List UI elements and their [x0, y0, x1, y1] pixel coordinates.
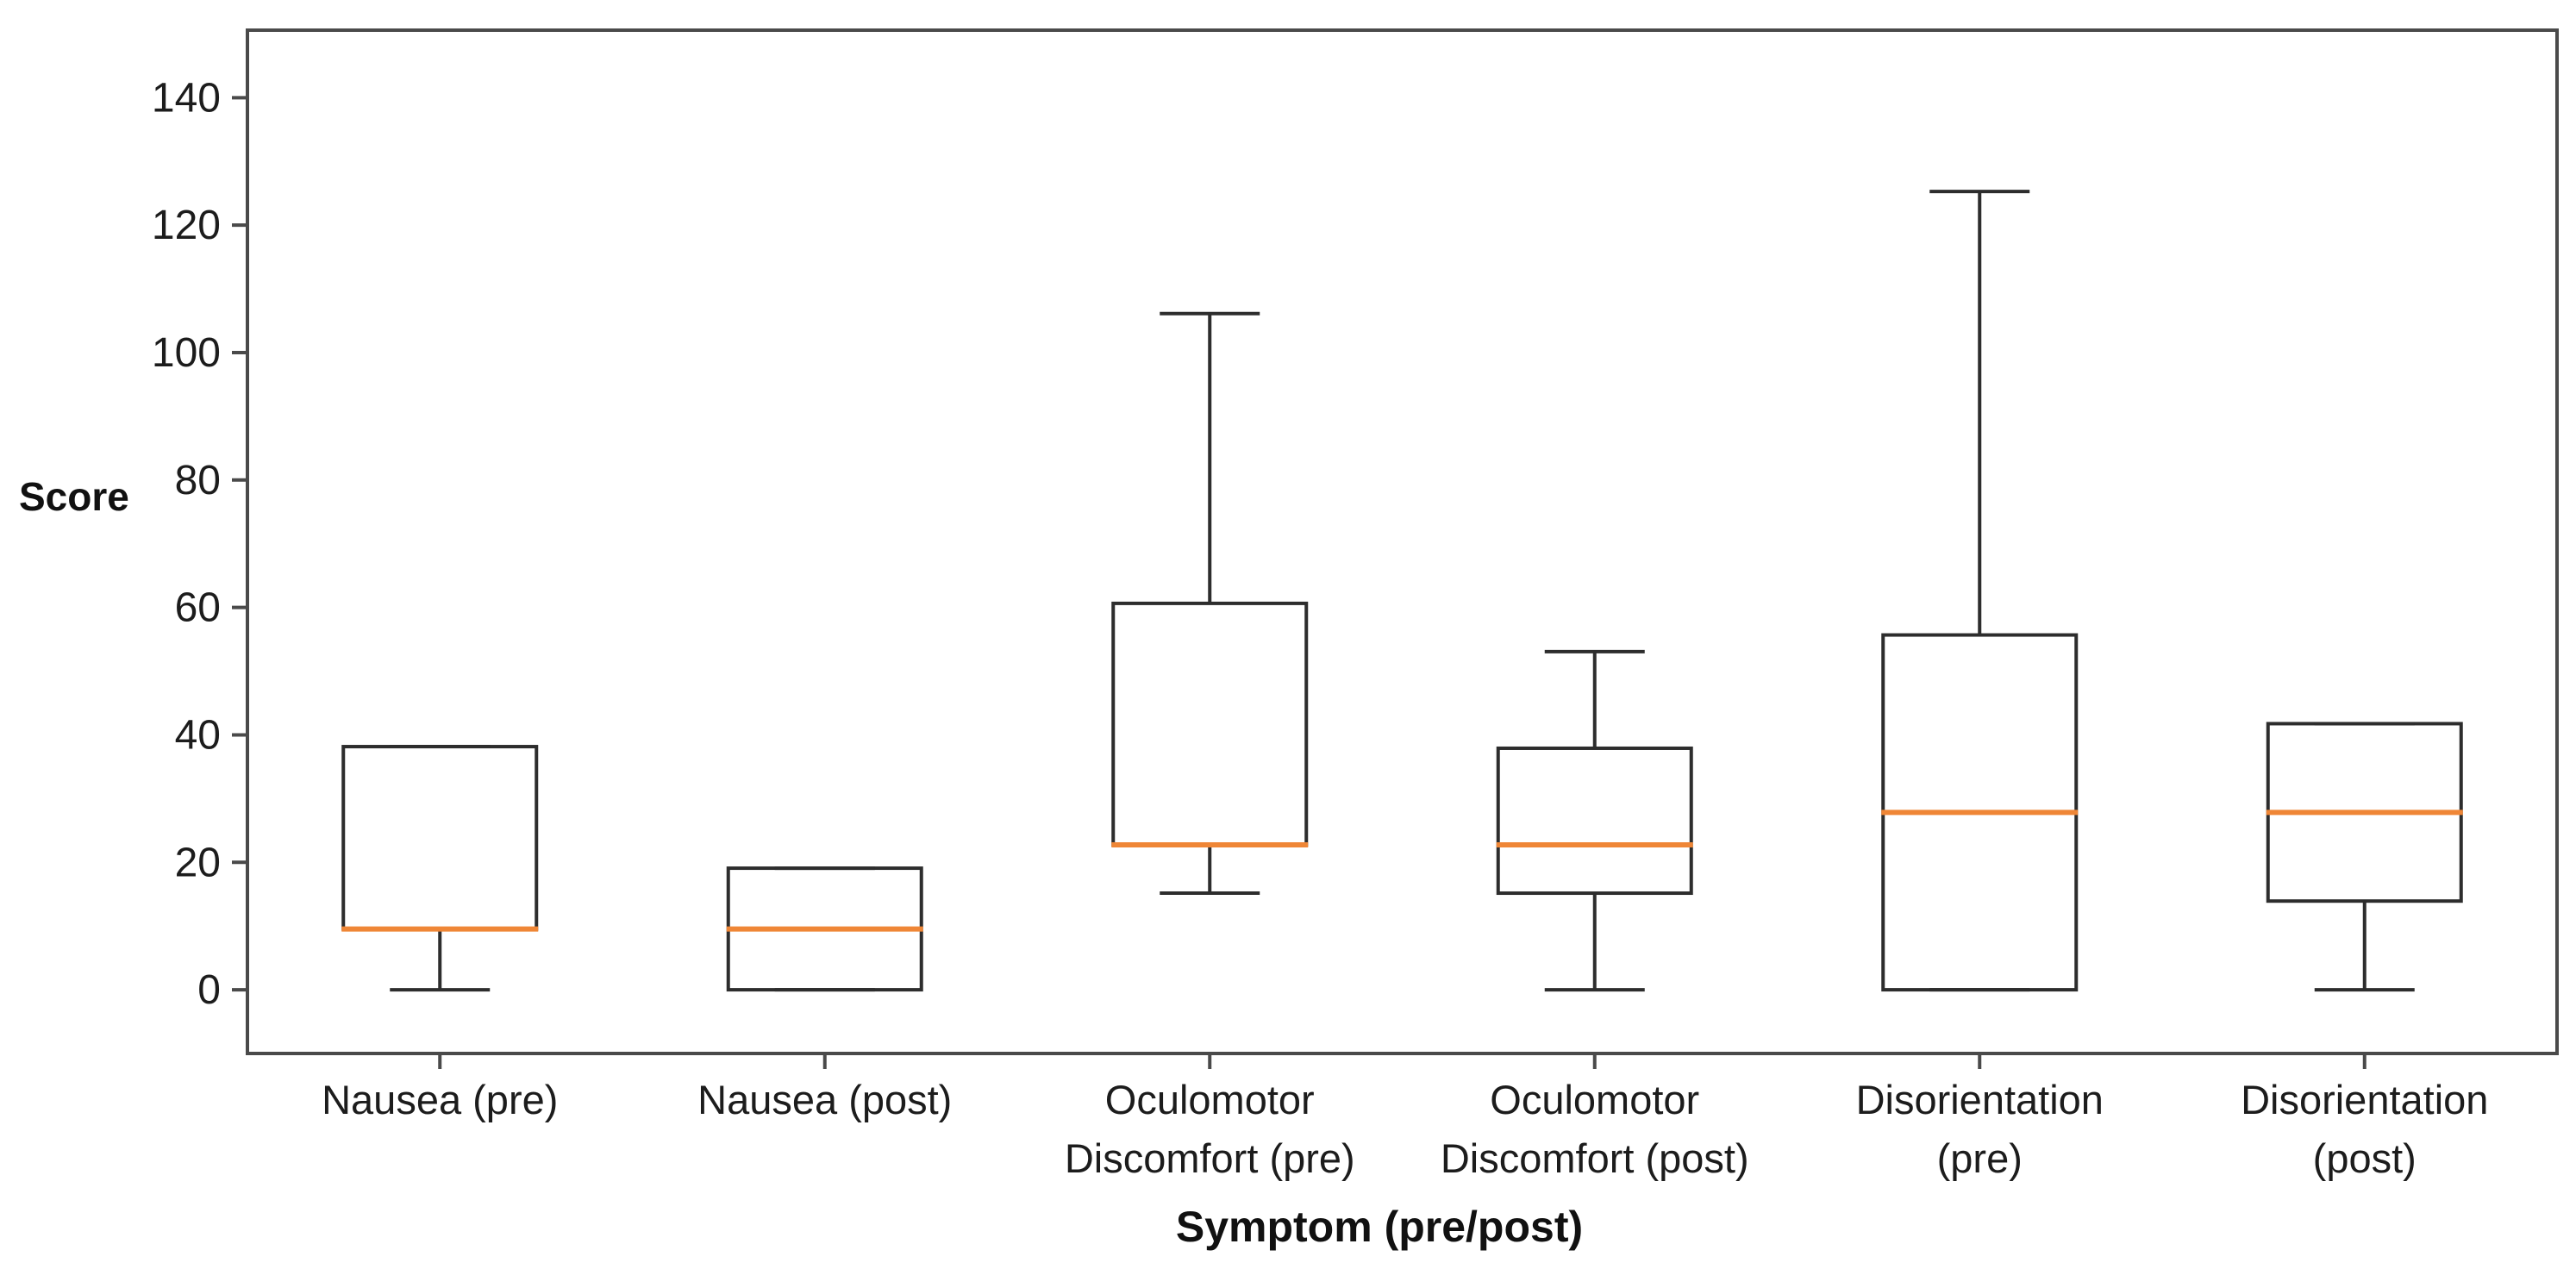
box-rect-nausea-pre — [341, 745, 539, 931]
y-tick-label-120: 120 — [152, 203, 221, 248]
boxplot-nausea-pre — [341, 745, 539, 992]
y-tick-label-140: 140 — [152, 75, 221, 121]
plot-border — [246, 28, 2559, 1055]
category-label-disorientation-post-line2: (post) — [2313, 1135, 2417, 1181]
y-tick-label-20: 20 — [175, 840, 221, 885]
category-label-disorientation-pre-line2: (pre) — [1937, 1135, 2023, 1181]
category-label-oculomotor-post-line2: Discomfort (post) — [1441, 1135, 1749, 1181]
x-axis-title: Symptom (pre/post) — [1175, 1203, 1584, 1251]
box-rect-oculomotor-post — [1496, 746, 1693, 896]
y-tick-label-80: 80 — [175, 458, 221, 503]
category-label-disorientation-pre-line1: Disorientation — [1856, 1077, 2104, 1122]
boxplot-disorientation-pre — [1881, 190, 2079, 992]
category-label-oculomotor-pre-line2: Discomfort (pre) — [1065, 1135, 1355, 1181]
category-label-nausea-post-line1: Nausea (post) — [697, 1077, 952, 1122]
category-label-oculomotor-pre-line1: Oculomotor — [1105, 1077, 1315, 1122]
y-tick-label-40: 40 — [175, 712, 221, 758]
y-tick-label-100: 100 — [152, 330, 221, 376]
y-tick-label-60: 60 — [175, 585, 221, 631]
category-label-nausea-pre-line1: Nausea (pre) — [322, 1077, 558, 1122]
box-rect-oculomotor-pre — [1111, 601, 1309, 847]
y-tick-label-0: 0 — [197, 967, 221, 1013]
boxplot-disorientation-post — [2266, 722, 2463, 992]
boxplot-nausea-post — [726, 866, 923, 992]
y-axis-title: Score — [19, 474, 129, 519]
category-label-disorientation-post-line1: Disorientation — [2241, 1077, 2488, 1122]
category-label-oculomotor-post-line1: Oculomotor — [1490, 1077, 1699, 1122]
boxplot-oculomotor-post — [1496, 649, 1693, 992]
boxplot-oculomotor-pre — [1111, 311, 1309, 896]
